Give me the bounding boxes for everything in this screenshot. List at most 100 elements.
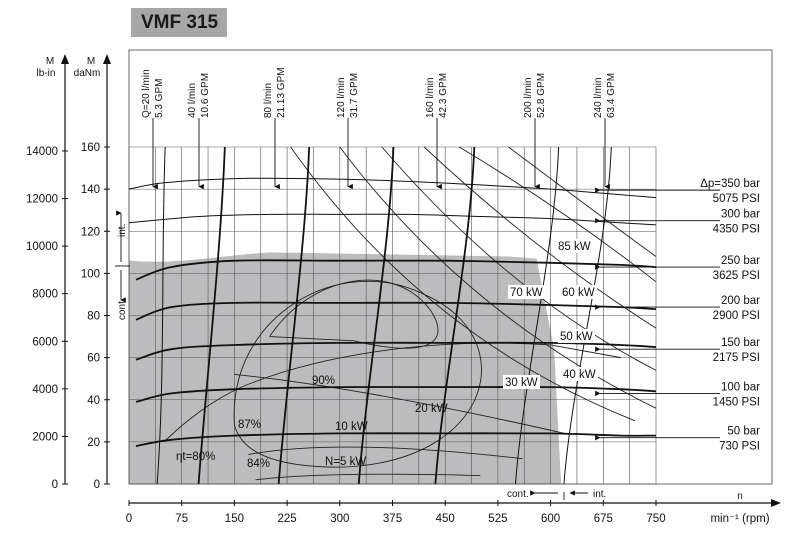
axis-rpm-tick-label: 225 [278,513,297,525]
pressure-curve-0 [128,177,657,199]
power-label-bg [560,285,597,299]
axis-rpm-tick-label: 0 [126,513,132,525]
pressure-label-bar: 50 bar [727,426,760,438]
axis-danm-tick-label: 140 [81,184,100,196]
cont-torque-label: cont. [117,298,128,320]
efficiency-label: 84% [247,458,270,470]
axis-lbin-tick-label: 14000 [26,146,58,158]
flow-curve-2 [277,146,311,485]
pressure-curve-4 [135,341,657,361]
cont-speed-label: cont. [507,489,529,500]
power-label: 10 kW [335,421,368,433]
axis-lbin-tick-label: 6000 [32,336,58,348]
power-label: 60 kW [562,287,595,299]
axis-rpm-tick-label: 525 [488,513,507,525]
power-label: 70 kW [510,287,543,299]
power-label: 50 kW [560,331,593,343]
flow-label-lpm: 40 l/min [187,83,198,118]
axis-lbin-tick-label: 8000 [32,289,58,301]
axis-rpm-tick-label: 675 [594,513,613,525]
efficiency-curve-1 [233,280,482,468]
axis-lbin-label: lb-in [37,68,56,79]
int-torque-label: int. [117,224,128,237]
power-label-bg [508,285,545,299]
flow-label-gpm: 21.13 GPM [276,67,287,118]
power-curve-0 [255,473,481,481]
axis-danm-tick-label: 80 [87,311,100,323]
flow-label-lpm: 80 l/min [263,83,274,118]
axis-rpm-tick-label: 75 [175,513,188,525]
pressure-label-bar: 150 bar [721,337,760,349]
axis-danm-tick-label: 100 [81,268,100,280]
power-curve-3 [290,146,636,422]
power-label-bg [503,375,540,389]
chart-labels: Q=20 l/min 5.3 GPM 40 l/min 10.6 GPM 80 l/mi… [26,56,770,525]
pressure-label-psi: 3625 PSI [713,270,760,282]
efficiency-label: 90% [312,375,335,387]
power-curve-2 [234,374,565,434]
pressure-label-psi: 2175 PSI [713,352,760,364]
pressure-curve-6 [135,432,657,447]
axis-lbin-tick-label: 0 [52,479,58,491]
axis-danm-label: daNm [74,68,101,79]
efficiency-label: 87% [238,419,261,431]
axis-lbin-tick-label: 4000 [32,384,58,396]
flow-label-lpm: 160 l/min [425,77,436,118]
flow-label-gpm: 63.4 GPM [606,73,617,118]
pressure-curves [128,177,720,447]
continuous-operation-region [129,252,562,484]
axis-danm-tick-label: 60 [87,353,100,365]
flow-label-gpm: 10.6 GPM [200,73,211,118]
flow-label-lpm: 120 l/min [336,77,347,118]
pressure-label-psi: 1450 PSI [713,396,760,408]
axis-danm-tick-label: 120 [81,226,100,238]
pressure-label-psi: 730 PSI [719,441,760,453]
power-label: 30 kW [505,377,538,389]
pressure-curve-2 [135,259,657,281]
axis-rpm-tick-label: 600 [541,513,560,525]
power-label: 85 kW [558,241,591,253]
axis-rpm-label: min⁻¹ (rpm) [710,513,769,525]
axis-lbin-tick-label: 12000 [26,194,58,206]
flow-curve-6 [563,146,612,485]
axis-lbin-top-label: M [46,56,54,67]
axis-rpm-top-label: n [737,491,743,502]
axis-rpm-tick-label: 750 [646,513,665,525]
flow-label-lpm: Q=20 l/min [141,69,152,118]
flow-label-gpm: 42.3 GPM [438,73,449,118]
axes [61,54,781,507]
pressure-label-psi: 4350 PSI [713,224,760,236]
power-label-bg [556,239,593,253]
flow-label-gpm: 31.7 GPM [349,73,360,118]
pressure-label-bar: 300 bar [721,209,760,221]
axis-danm-top-label: M [87,56,95,67]
power-label: N=5 kW [325,456,366,468]
axis-danm-arrow [103,54,111,64]
axis-danm-tick-label: 40 [87,395,100,407]
axis-rpm-tick-label: 300 [330,513,349,525]
power-label-bg [561,367,598,381]
axis-rpm-tick-label: 375 [383,513,402,525]
power-label-bg [558,329,595,343]
axis-lbin-tick-label: 2000 [32,431,58,443]
power-label: 20 kW [415,403,448,415]
flow-curve-1 [197,146,226,485]
axis-danm-tick-label: 20 [87,437,100,449]
axis-lbin-tick-label: 10000 [26,241,58,253]
int-speed-label: int. [593,489,606,500]
efficiency-label: ηt=80% [176,451,215,463]
pressure-label-bar: 100 bar [721,381,760,393]
efficiency-curve-2 [269,279,439,349]
axis-danm-tick-label: 0 [94,479,100,491]
axis-danm-tick-label: 160 [81,142,100,154]
axis-rpm-tick-label: 150 [225,513,244,525]
flow-curve-3 [357,146,395,485]
pressure-curve-3 [135,301,657,321]
chart-title: VMF 315 [141,12,219,33]
power-curve-8 [508,146,657,257]
power-curve-7 [459,146,657,283]
pressure-label-bar: 250 bar [721,255,760,267]
pressure-label-bar: Δp=350 bar [700,178,760,190]
flow-curve-4 [434,146,476,485]
